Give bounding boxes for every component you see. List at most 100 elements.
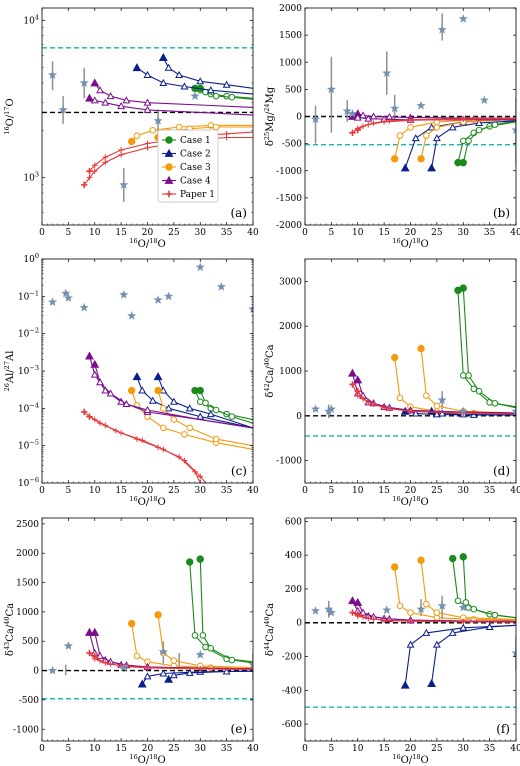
data-point <box>433 124 441 131</box>
data-point <box>90 96 99 104</box>
data-point <box>143 672 152 680</box>
grain-star-marker <box>153 295 163 304</box>
plot-area-b <box>305 13 516 172</box>
data-point <box>354 387 361 395</box>
x-tick-label: 0 <box>302 486 308 496</box>
data-point <box>423 600 430 608</box>
series-case3 <box>390 116 516 163</box>
series-line <box>83 411 201 483</box>
x-tick-label: 5 <box>66 486 72 496</box>
data-point <box>459 158 467 167</box>
grain-star-marker <box>437 395 447 404</box>
data-point <box>159 78 168 86</box>
grain-star-marker <box>382 605 392 614</box>
data-point <box>197 666 204 672</box>
x-tick-label: 35 <box>221 228 233 238</box>
data-point <box>459 623 468 631</box>
y-axis-label: δ44Ca/40Ca <box>263 603 276 656</box>
x-tick-label: 0 <box>302 228 308 238</box>
data-point <box>370 120 377 126</box>
data-point <box>427 163 437 172</box>
grain-star-marker <box>390 103 400 113</box>
y-tick-label: 103 <box>23 171 39 184</box>
series-case1 <box>196 84 253 101</box>
data-point <box>191 632 199 639</box>
grain-star-marker <box>153 116 163 125</box>
data-point <box>349 129 356 136</box>
x-tick-label: 25 <box>431 228 443 238</box>
y-tick-label: 0 <box>296 412 302 422</box>
data-point <box>411 134 420 142</box>
y-tick-label: 3000 <box>279 277 302 287</box>
panel-label: (a) <box>230 206 247 220</box>
x-tick-label: 10 <box>89 228 101 238</box>
y-axis-label: 16O/17O <box>3 98 16 134</box>
x-tick-label: 5 <box>66 228 72 238</box>
series-line <box>431 624 516 684</box>
data-point <box>132 372 142 381</box>
data-point <box>475 387 483 395</box>
series-case2 <box>158 53 253 89</box>
x-tick-label: 25 <box>431 744 443 754</box>
legend-label: Case 1 <box>180 136 211 146</box>
grain-star-marker <box>195 262 205 272</box>
data-point <box>386 118 393 124</box>
x-tick-label: 35 <box>221 486 233 496</box>
series-case1 <box>186 558 253 663</box>
legend-entry-paper1: Paper 1 <box>162 190 215 200</box>
data-point <box>406 640 415 648</box>
series-case1 <box>459 120 516 167</box>
data-point <box>86 167 93 175</box>
data-point <box>91 168 98 174</box>
data-point <box>143 105 152 113</box>
data-point <box>186 558 194 566</box>
y-tick-label: 200 <box>285 585 302 595</box>
data-point <box>143 405 152 414</box>
panel-a: 0 5 10 15 20 25 30 35 40 103 104 16O/18O 16O/17O (a) C… <box>3 7 259 250</box>
data-point <box>423 392 430 399</box>
grain-star-marker <box>63 293 73 302</box>
y-tick-label: -2000 <box>276 221 302 231</box>
series-case3 <box>417 556 516 621</box>
grain-star-marker <box>119 180 129 189</box>
x-tick-label: 25 <box>431 486 443 496</box>
data-point <box>348 368 357 377</box>
y-axis-label: δ43Ca/40Ca <box>3 603 16 656</box>
data-point <box>407 116 414 123</box>
series-case1 <box>459 284 516 409</box>
x-tick-label: 40 <box>510 228 520 238</box>
series-case2 <box>427 622 516 687</box>
grain-star-marker <box>326 84 336 94</box>
data-point <box>349 609 356 616</box>
data-point <box>90 370 99 378</box>
y-tick-label: 100 <box>23 252 39 265</box>
data-point <box>85 351 94 360</box>
x-tick-label: 20 <box>405 228 417 238</box>
data-point <box>349 381 356 388</box>
x-tick-label: 10 <box>352 228 364 238</box>
x-tick-label: 15 <box>115 228 127 238</box>
grain-star-marker <box>458 14 468 23</box>
data-point <box>107 661 114 667</box>
data-point <box>354 611 361 618</box>
data-point <box>158 53 168 62</box>
data-point <box>118 430 124 436</box>
grain-star-marker <box>119 662 129 672</box>
grain-star-marker <box>158 647 168 656</box>
plot-area-c <box>47 262 253 483</box>
data-point <box>86 174 93 181</box>
series-paper1 <box>354 115 516 134</box>
data-point <box>228 656 236 664</box>
x-tick-label: 30 <box>458 486 470 496</box>
x-axis-label: 16O/18O <box>129 753 165 766</box>
grain-star-marker <box>458 406 468 416</box>
data-point <box>353 113 362 121</box>
y-tick-label: -400 <box>282 686 302 696</box>
y-tick-label: 0 <box>296 113 302 123</box>
panel-c: 0 5 10 15 20 25 30 35 40 10−6 10−5 10−4 10−3 10−2 10−1… <box>3 252 259 508</box>
grain-star-marker <box>79 302 89 312</box>
data-point <box>432 134 441 142</box>
data-point <box>364 114 373 122</box>
x-tick-label: 35 <box>484 228 496 238</box>
